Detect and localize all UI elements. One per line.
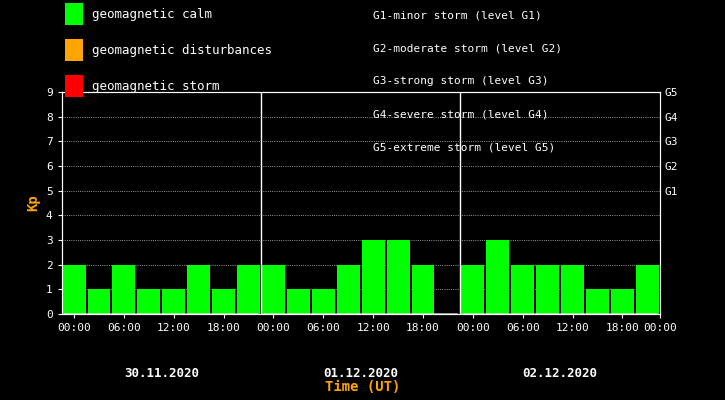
Text: G2-moderate storm (level G2): G2-moderate storm (level G2) [373, 43, 563, 53]
Bar [586, 289, 609, 314]
Text: 30.11.2020: 30.11.2020 [124, 367, 199, 380]
Text: G1-minor storm (level G1): G1-minor storm (level G1) [373, 10, 542, 20]
Text: geomagnetic storm: geomagnetic storm [92, 80, 220, 93]
Text: Time (UT): Time (UT) [325, 380, 400, 394]
Bar [312, 289, 335, 314]
Bar [212, 289, 235, 314]
Bar [561, 265, 584, 314]
Text: G4-severe storm (level G4): G4-severe storm (level G4) [373, 110, 549, 120]
Bar [536, 265, 559, 314]
Text: 02.12.2020: 02.12.2020 [523, 367, 597, 380]
Bar [88, 289, 110, 314]
Bar [336, 265, 360, 314]
Bar [137, 289, 160, 314]
Text: G5-extreme storm (level G5): G5-extreme storm (level G5) [373, 143, 555, 153]
Bar [636, 265, 659, 314]
Text: 01.12.2020: 01.12.2020 [323, 367, 398, 380]
Text: geomagnetic calm: geomagnetic calm [92, 8, 212, 21]
Bar [162, 289, 185, 314]
Text: G3-strong storm (level G3): G3-strong storm (level G3) [373, 76, 549, 86]
Bar [461, 265, 484, 314]
Bar [187, 265, 210, 314]
Bar [386, 240, 410, 314]
Bar [611, 289, 634, 314]
Bar [237, 265, 260, 314]
Bar [112, 265, 136, 314]
Bar [262, 265, 285, 314]
Bar [412, 265, 434, 314]
Bar [511, 265, 534, 314]
Y-axis label: Kp: Kp [26, 195, 41, 211]
Text: geomagnetic disturbances: geomagnetic disturbances [92, 44, 272, 57]
Bar [362, 240, 384, 314]
Bar [486, 240, 509, 314]
Bar [62, 265, 86, 314]
Bar [287, 289, 310, 314]
